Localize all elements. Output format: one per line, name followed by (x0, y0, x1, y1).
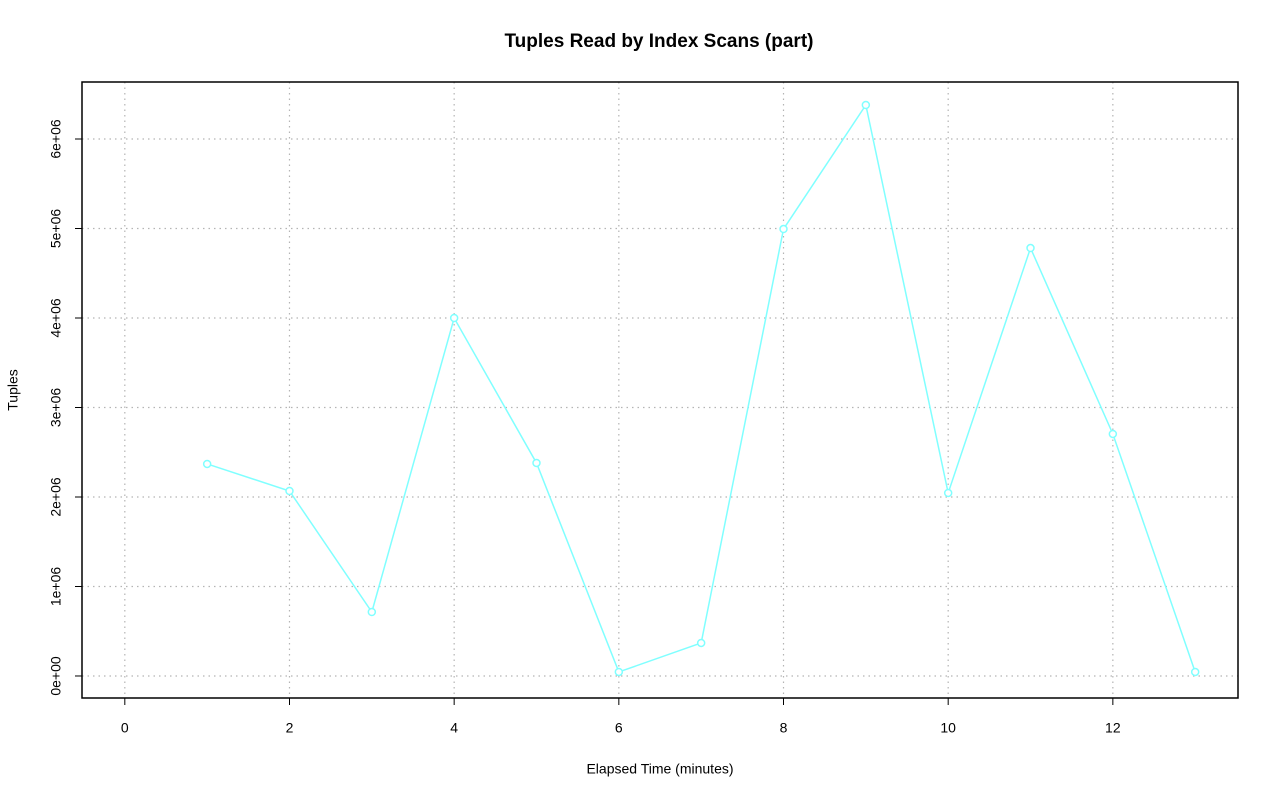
y-tick-label: 4e+06 (48, 298, 64, 338)
x-tick-label: 4 (450, 720, 458, 736)
x-tick-label: 12 (1105, 720, 1121, 736)
y-axis-label: Tuples (5, 369, 21, 411)
y-tick-label: 2e+06 (48, 477, 64, 517)
y-tick-label: 6e+06 (48, 119, 64, 159)
data-point (449, 313, 459, 323)
y-tick-label: 3e+06 (48, 388, 64, 428)
data-point (367, 607, 377, 617)
y-tick-label: 1e+06 (48, 567, 64, 607)
x-axis-label: Elapsed Time (minutes) (586, 761, 733, 777)
data-point (1108, 429, 1118, 439)
data-point (532, 458, 541, 468)
x-tick-label: 6 (615, 720, 623, 736)
x-tick-label: 0 (121, 720, 129, 736)
data-point (285, 486, 294, 496)
x-tick-label: 10 (940, 720, 956, 736)
data-point (614, 667, 624, 677)
x-tick-label: 8 (780, 720, 788, 736)
data-point (943, 488, 953, 498)
data-point (1190, 667, 1200, 677)
x-tick-label: 2 (286, 720, 294, 736)
y-tick-label: 0e+00 (48, 656, 64, 696)
plot-frame (81, 81, 1239, 699)
data-point (1026, 243, 1035, 253)
y-tick-label: 5e+06 (48, 209, 64, 249)
data-point (202, 459, 212, 469)
chart-title: Tuples Read by Index Scans (part) (504, 31, 813, 52)
data-point (696, 638, 706, 648)
series-line (206, 103, 1196, 673)
data-point (861, 100, 871, 110)
data-point (779, 224, 788, 234)
